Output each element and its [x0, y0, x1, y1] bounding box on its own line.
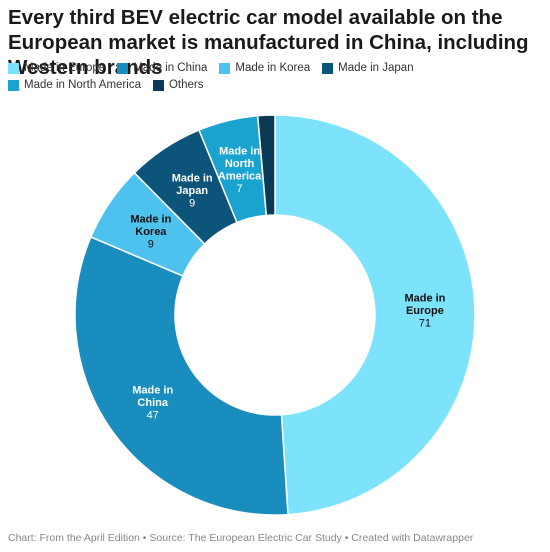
- slice-name: Made in: [219, 145, 260, 157]
- legend-swatch: [8, 62, 19, 74]
- slice-name: Europe: [406, 305, 444, 317]
- slice-name: China: [137, 397, 168, 409]
- chart-legend: Made in Europe Made in China Made in Korea…: [8, 61, 542, 95]
- legend-label: Made in China: [133, 62, 208, 74]
- slice-name: Korea: [135, 226, 167, 238]
- legend-label: Made in North America: [24, 79, 141, 91]
- slice-label-made-in-europe: Made in Europe 71: [404, 293, 445, 330]
- slice-label-made-in-china: Made in China 47: [132, 384, 173, 421]
- legend-label: Made in Korea: [235, 62, 311, 74]
- slice-name: North: [225, 158, 255, 170]
- legend-label: Made in Europe: [24, 62, 106, 74]
- legend-swatch: [152, 79, 164, 91]
- chart-title: Every third BEV electric car model avail…: [8, 6, 529, 79]
- legend-item-others: Others: [152, 78, 204, 92]
- legend-label: Others: [168, 79, 204, 91]
- slice-name: America: [218, 170, 262, 182]
- legend-item-made-in-europe: Made in Europe: [8, 61, 105, 75]
- legend-label: Made in Japan: [338, 62, 414, 74]
- slice-made-in-china: [74, 235, 289, 516]
- slice-value: 71: [419, 318, 431, 330]
- slice-name: Japan: [176, 185, 208, 197]
- slice-value: 7: [237, 183, 243, 195]
- slice-value: 9: [189, 197, 195, 209]
- slice-name: Made in: [132, 384, 173, 396]
- slice-made-in-europe: [274, 114, 476, 516]
- legend-swatch: [322, 62, 334, 74]
- chart-notes: Chart: From the April Edition • Source: …: [8, 532, 474, 544]
- legend-item-made-in-korea: Made in Korea: [219, 61, 310, 75]
- legend-swatch: [117, 62, 129, 74]
- slice-name: Made in: [404, 293, 445, 305]
- legend-swatch: [219, 62, 231, 74]
- slice-label-made-in-north-america: Made in North America 7: [218, 145, 262, 195]
- legend-item-made-in-north-america: Made in North America: [8, 78, 141, 92]
- legend-item-made-in-japan: Made in Japan: [322, 61, 414, 75]
- slice-value: 47: [147, 409, 159, 421]
- slice-label-made-in-japan: Made in Japan 9: [172, 172, 213, 209]
- slice-label-made-in-korea: Made in Korea 9: [130, 213, 171, 250]
- slice-value: 9: [148, 238, 154, 250]
- legend-item-made-in-china: Made in China: [117, 61, 207, 75]
- slice-others: [256, 114, 276, 217]
- slice-name: Made in: [130, 213, 171, 225]
- slice-name: Made in: [172, 172, 213, 184]
- legend-swatch: [8, 79, 19, 91]
